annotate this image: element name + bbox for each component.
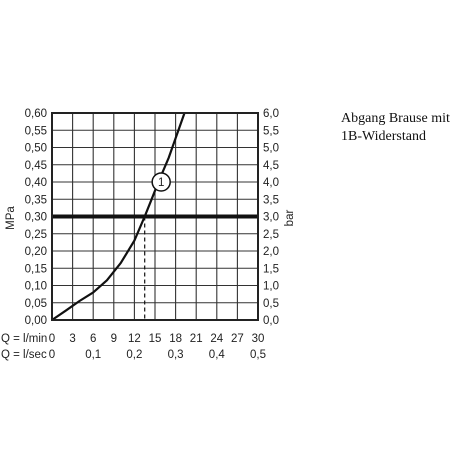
y-tick-label-mpa: 0,55: [25, 125, 47, 137]
y-tick-label-mpa: 0,00: [25, 315, 47, 327]
y-tick-label-mpa: 0,50: [25, 143, 47, 155]
y-tick-label-bar: 3,5: [263, 194, 279, 206]
y-tick-label-mpa: 0,15: [25, 263, 47, 275]
x-tick-label: 6: [90, 333, 96, 345]
x-axis-row-label: Q = l/min: [1, 333, 47, 345]
x-axis-row-label: Q = l/sec: [1, 349, 47, 361]
y-tick-label-bar: 0,5: [263, 298, 279, 310]
x-tick-label: 18: [169, 333, 182, 345]
y-tick-label-bar: 5,5: [263, 125, 279, 137]
x-tick-label: 24: [210, 333, 223, 345]
x-tick-label: 0,5: [250, 349, 266, 361]
x-tick-label: 0,1: [85, 349, 101, 361]
x-tick-label: 0,3: [168, 349, 184, 361]
x-tick-label: 15: [149, 333, 162, 345]
y-tick-label-bar: 1,5: [263, 263, 279, 275]
y-tick-label-mpa: 0,10: [25, 281, 47, 293]
y-tick-label-mpa: 0,35: [25, 194, 47, 206]
y-tick-label-bar: 4,0: [263, 177, 279, 189]
y-ticks-bar: 0,0 0,5 1,0 1,5 2,0 2,5 3,0 3,5 4,0 4,5 5,0 5,5 6,0: [263, 108, 279, 327]
marker-group: 1: [151, 172, 171, 192]
reference-line-group: [52, 214, 258, 320]
y-tick-label-bar: 1,0: [263, 281, 279, 293]
y-axis-label-mpa: MPa: [5, 206, 17, 230]
x-tick-label: 21: [190, 333, 203, 345]
y-tick-label-mpa: 0,30: [25, 212, 47, 224]
x-axis-rows: Q = l/min 0 3 6 9 12 15 18 21 24 27 30 Q = l/sec 0 0,1…: [1, 333, 266, 361]
x-tick-label: 30: [252, 333, 265, 345]
y-tick-label-bar: 3,0: [263, 212, 279, 224]
y-tick-label-mpa: 0,20: [25, 246, 47, 258]
x-tick-label: 0: [49, 333, 55, 345]
y-tick-label-bar: 0,0: [263, 315, 279, 327]
y-tick-label-bar: 6,0: [263, 108, 279, 120]
x-tick-label: 0,4: [209, 349, 226, 361]
x-tick-label: 9: [111, 333, 117, 345]
y-tick-label-mpa: 0,25: [25, 229, 47, 241]
y-axis-label-bar: bar: [284, 210, 296, 227]
y-tick-label-bar: 2,0: [263, 246, 279, 258]
x-tick-label: 0,2: [126, 349, 142, 361]
y-tick-label-mpa: 0,60: [25, 108, 47, 120]
x-tick-label: 0: [49, 349, 55, 361]
y-tick-label-mpa: 0,40: [25, 177, 47, 189]
x-tick-label: 3: [69, 333, 75, 345]
x-tick-label: 27: [231, 333, 244, 345]
plot-frame: [51, 112, 259, 321]
y-tick-label-bar: 5,0: [263, 143, 279, 155]
y-tick-label-bar: 4,5: [263, 160, 279, 172]
chart-caption: Abgang Brause mit 1B-Widerstand: [341, 111, 450, 144]
marker-label: 1: [158, 177, 164, 189]
y-tick-label-bar: 2,5: [263, 229, 279, 241]
y-ticks-mpa: 0,00 0,05 0,10 0,15 0,20 0,25 0,30 0,35 0,40 0,45…: [25, 108, 47, 327]
marker-circle: [151, 172, 171, 192]
x-tick-label: 12: [128, 333, 141, 345]
y-tick-label-mpa: 0,05: [25, 298, 47, 310]
y-tick-label-mpa: 0,45: [25, 160, 47, 172]
